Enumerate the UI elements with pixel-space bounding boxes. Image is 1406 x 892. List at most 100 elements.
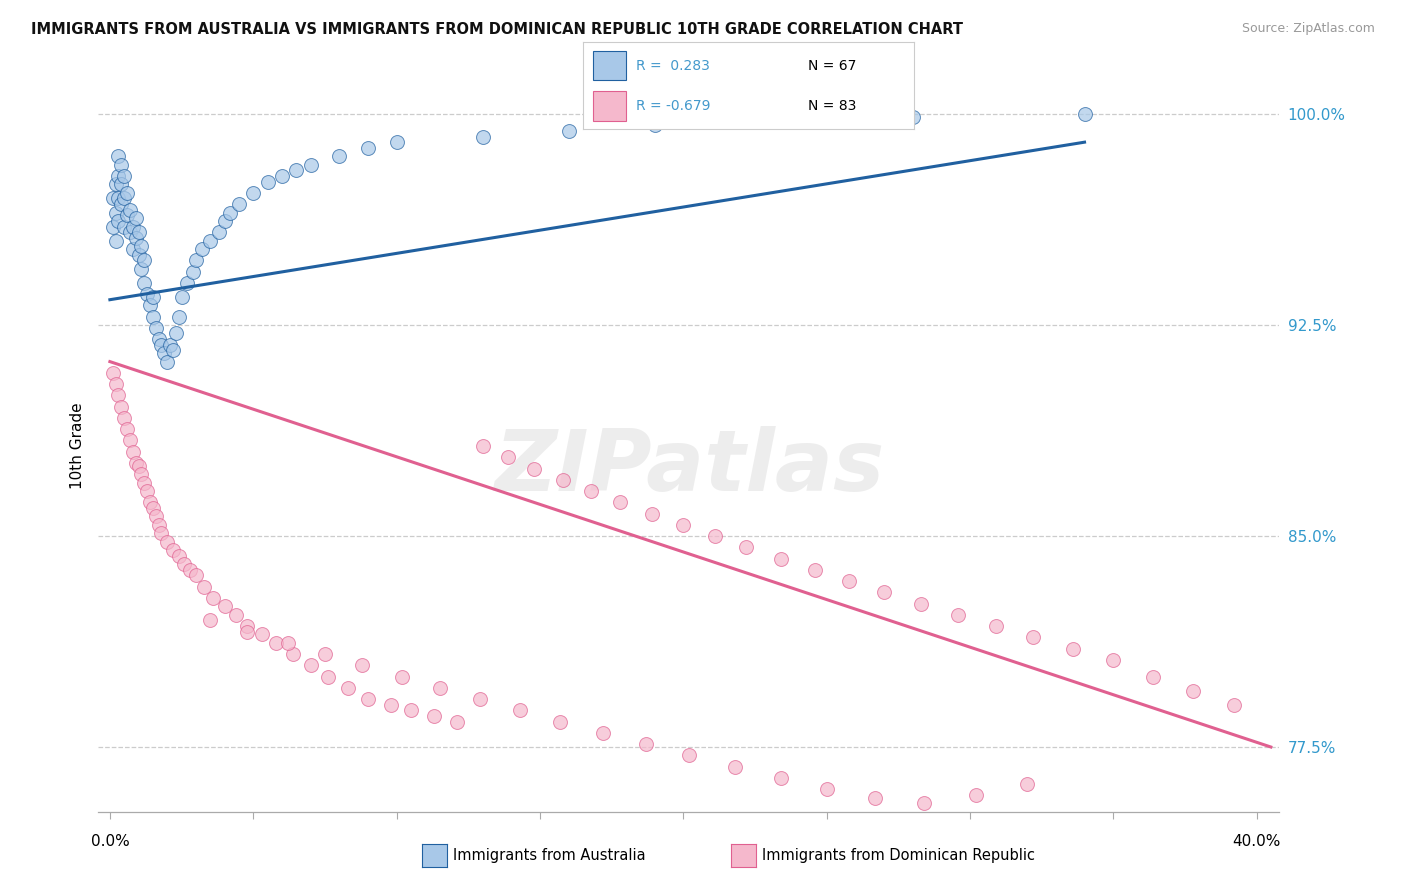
Point xyxy=(101,191,124,205)
Point xyxy=(173,557,195,571)
Point xyxy=(110,158,132,172)
Text: N = 83: N = 83 xyxy=(808,99,856,112)
Text: ZIPatlas: ZIPatlas xyxy=(494,426,884,509)
Point xyxy=(703,529,725,543)
Point xyxy=(357,692,380,706)
Bar xyxy=(593,51,627,80)
Point xyxy=(193,580,215,594)
Point xyxy=(228,197,250,211)
Y-axis label: 10th Grade: 10th Grade xyxy=(69,402,84,490)
Point xyxy=(429,681,451,695)
Point xyxy=(107,169,129,183)
Point xyxy=(225,607,247,622)
Point xyxy=(910,597,932,611)
Point xyxy=(107,191,129,205)
Point xyxy=(142,500,165,515)
Point xyxy=(165,326,187,341)
Point xyxy=(299,658,322,673)
Point xyxy=(509,703,531,717)
Point xyxy=(125,456,148,470)
Point xyxy=(110,197,132,211)
Point xyxy=(134,475,156,490)
Point xyxy=(984,619,1007,633)
Point xyxy=(115,186,138,200)
Point xyxy=(250,627,273,641)
Point xyxy=(336,681,359,695)
Point xyxy=(299,158,322,172)
Point xyxy=(134,253,156,268)
Point xyxy=(1022,630,1045,644)
Point xyxy=(136,287,159,301)
Point xyxy=(873,585,896,599)
Point xyxy=(125,211,148,226)
Text: Source: ZipAtlas.com: Source: ZipAtlas.com xyxy=(1241,22,1375,36)
Point xyxy=(148,517,170,532)
Point xyxy=(277,636,299,650)
Point xyxy=(115,422,138,436)
Point xyxy=(901,110,924,124)
Point xyxy=(1142,670,1164,684)
Point xyxy=(118,202,141,217)
Point xyxy=(865,790,887,805)
Text: 0.0%: 0.0% xyxy=(90,834,129,849)
Point xyxy=(592,726,614,740)
Point xyxy=(136,483,159,498)
Point xyxy=(107,214,129,228)
Point xyxy=(121,242,143,256)
Point xyxy=(557,124,579,138)
Point xyxy=(270,169,292,183)
Text: Immigrants from Dominican Republic: Immigrants from Dominican Republic xyxy=(762,848,1035,863)
Point xyxy=(724,760,747,774)
Point xyxy=(236,619,259,633)
Point xyxy=(316,670,339,684)
Point xyxy=(112,410,135,425)
Point xyxy=(131,261,153,276)
Point xyxy=(115,208,138,222)
Point xyxy=(1017,776,1039,790)
Point xyxy=(184,568,207,582)
Point xyxy=(471,439,494,453)
Point xyxy=(1222,698,1244,712)
Text: 40.0%: 40.0% xyxy=(1232,834,1281,849)
Point xyxy=(112,219,135,234)
Point xyxy=(609,495,631,509)
Point xyxy=(804,563,827,577)
Point xyxy=(314,647,336,661)
Point xyxy=(104,234,127,248)
Point xyxy=(214,214,236,228)
Point xyxy=(142,310,165,324)
Point xyxy=(190,242,212,256)
Point xyxy=(634,737,657,751)
Point xyxy=(162,543,184,558)
Point xyxy=(385,135,408,149)
Point xyxy=(150,337,173,351)
Point xyxy=(176,276,198,290)
Point xyxy=(769,551,792,566)
Point xyxy=(208,225,231,239)
Point xyxy=(581,483,603,498)
Point xyxy=(131,239,153,253)
Point xyxy=(170,290,193,304)
Point xyxy=(179,563,201,577)
Point xyxy=(159,337,181,351)
Point xyxy=(202,591,225,605)
Point xyxy=(128,248,150,262)
Point xyxy=(101,366,124,380)
Point xyxy=(107,149,129,163)
Point xyxy=(523,461,546,475)
Text: R =  0.283: R = 0.283 xyxy=(637,59,710,72)
Point xyxy=(167,310,190,324)
Point xyxy=(184,253,207,268)
Bar xyxy=(593,91,627,120)
Point xyxy=(107,388,129,402)
Point xyxy=(153,346,176,360)
Point xyxy=(283,647,305,661)
Point xyxy=(110,400,132,414)
Point xyxy=(112,191,135,205)
Point xyxy=(471,129,494,144)
Point xyxy=(101,219,124,234)
Text: Immigrants from Australia: Immigrants from Australia xyxy=(453,848,645,863)
Point xyxy=(965,788,987,802)
Point xyxy=(446,714,468,729)
Point xyxy=(110,178,132,192)
